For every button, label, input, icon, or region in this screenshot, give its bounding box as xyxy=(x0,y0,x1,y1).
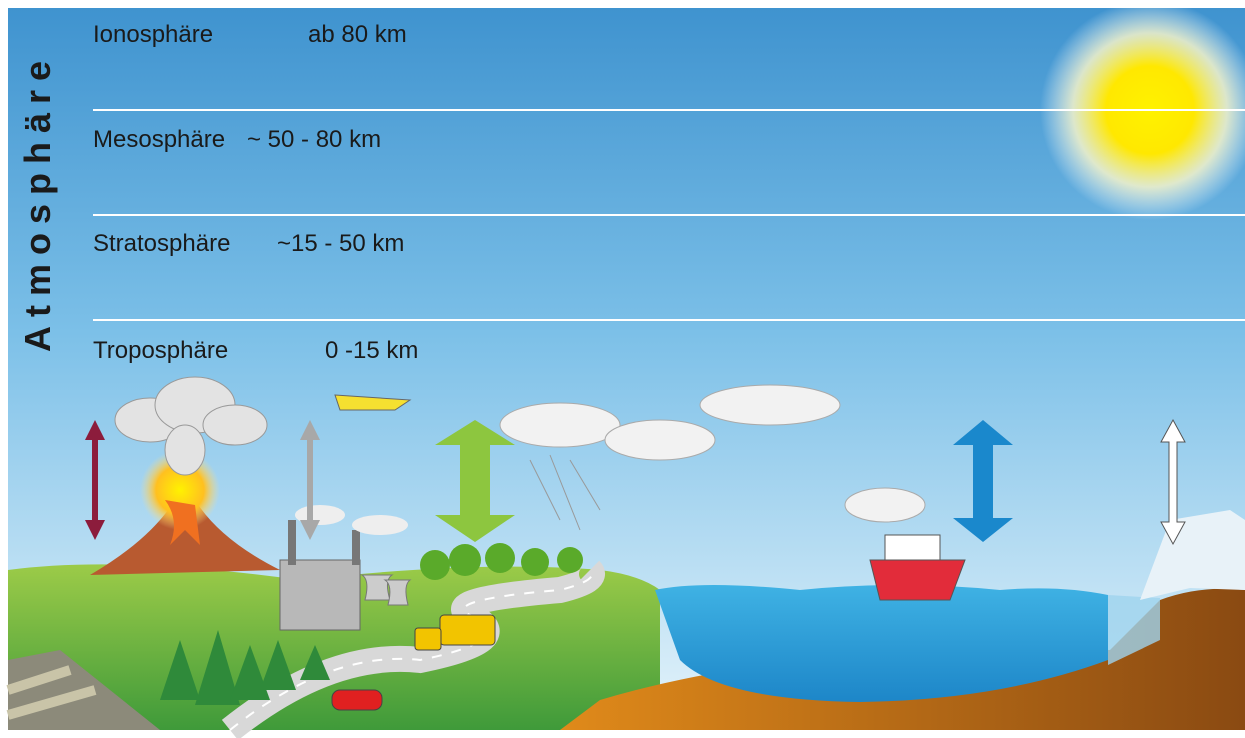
arrow xyxy=(85,420,105,540)
ship-deck xyxy=(884,534,941,561)
cooling-tower xyxy=(360,574,394,601)
truck xyxy=(439,614,496,646)
layer-range: ~ 50 - 80 km xyxy=(247,126,381,153)
layer-range: ~15 - 50 km xyxy=(277,230,404,257)
arrow xyxy=(300,420,320,540)
cloud-part xyxy=(164,424,206,476)
rain-streak xyxy=(549,454,581,531)
tree xyxy=(449,544,481,576)
layer-range: ab 80 km xyxy=(308,21,407,48)
rock-stripes xyxy=(6,665,97,720)
rain-streak xyxy=(569,459,601,511)
arrow xyxy=(1160,418,1186,546)
rain-streak xyxy=(529,459,561,521)
cloud xyxy=(499,402,621,448)
layer-boundaries xyxy=(93,109,1245,321)
chimney xyxy=(352,530,360,565)
volcano xyxy=(90,500,280,575)
tree xyxy=(160,640,200,700)
cloud-part xyxy=(202,404,268,446)
eruption xyxy=(140,450,220,530)
layer-name: Mesosphäre xyxy=(93,126,225,153)
ash-cloud xyxy=(114,376,268,476)
arrow xyxy=(953,420,1013,542)
tree xyxy=(485,543,515,573)
tree xyxy=(260,640,296,690)
layer-name: Troposphäre xyxy=(93,337,228,364)
truck-cab xyxy=(414,627,442,651)
tree xyxy=(195,630,240,705)
rain xyxy=(529,454,601,531)
smoke xyxy=(352,515,408,535)
cloud xyxy=(604,419,716,461)
car xyxy=(331,689,383,711)
forest xyxy=(160,630,330,705)
clouds xyxy=(499,384,926,523)
ship xyxy=(869,559,966,601)
ocean xyxy=(655,585,1108,702)
factory xyxy=(279,505,412,631)
deciduous-trees xyxy=(420,543,583,580)
tree xyxy=(557,547,583,573)
cloud xyxy=(699,384,841,426)
layer-name: Ionosphäre xyxy=(93,21,213,48)
lava-flow xyxy=(165,500,200,545)
glacier-water xyxy=(1108,595,1160,665)
tree xyxy=(300,645,330,680)
airplane xyxy=(334,394,412,411)
factory-building xyxy=(279,559,361,631)
cooling-tower xyxy=(383,579,412,606)
layer-name: Stratosphäre xyxy=(93,230,230,257)
tree xyxy=(420,550,450,580)
arrow xyxy=(435,420,515,542)
tree xyxy=(521,548,549,576)
layer-range: 0 -15 km xyxy=(325,337,418,364)
title: Atmosphäre xyxy=(17,52,58,352)
chimney xyxy=(288,520,296,565)
exchange-arrows xyxy=(85,418,1186,546)
tree xyxy=(230,645,270,700)
cloud xyxy=(844,487,926,523)
